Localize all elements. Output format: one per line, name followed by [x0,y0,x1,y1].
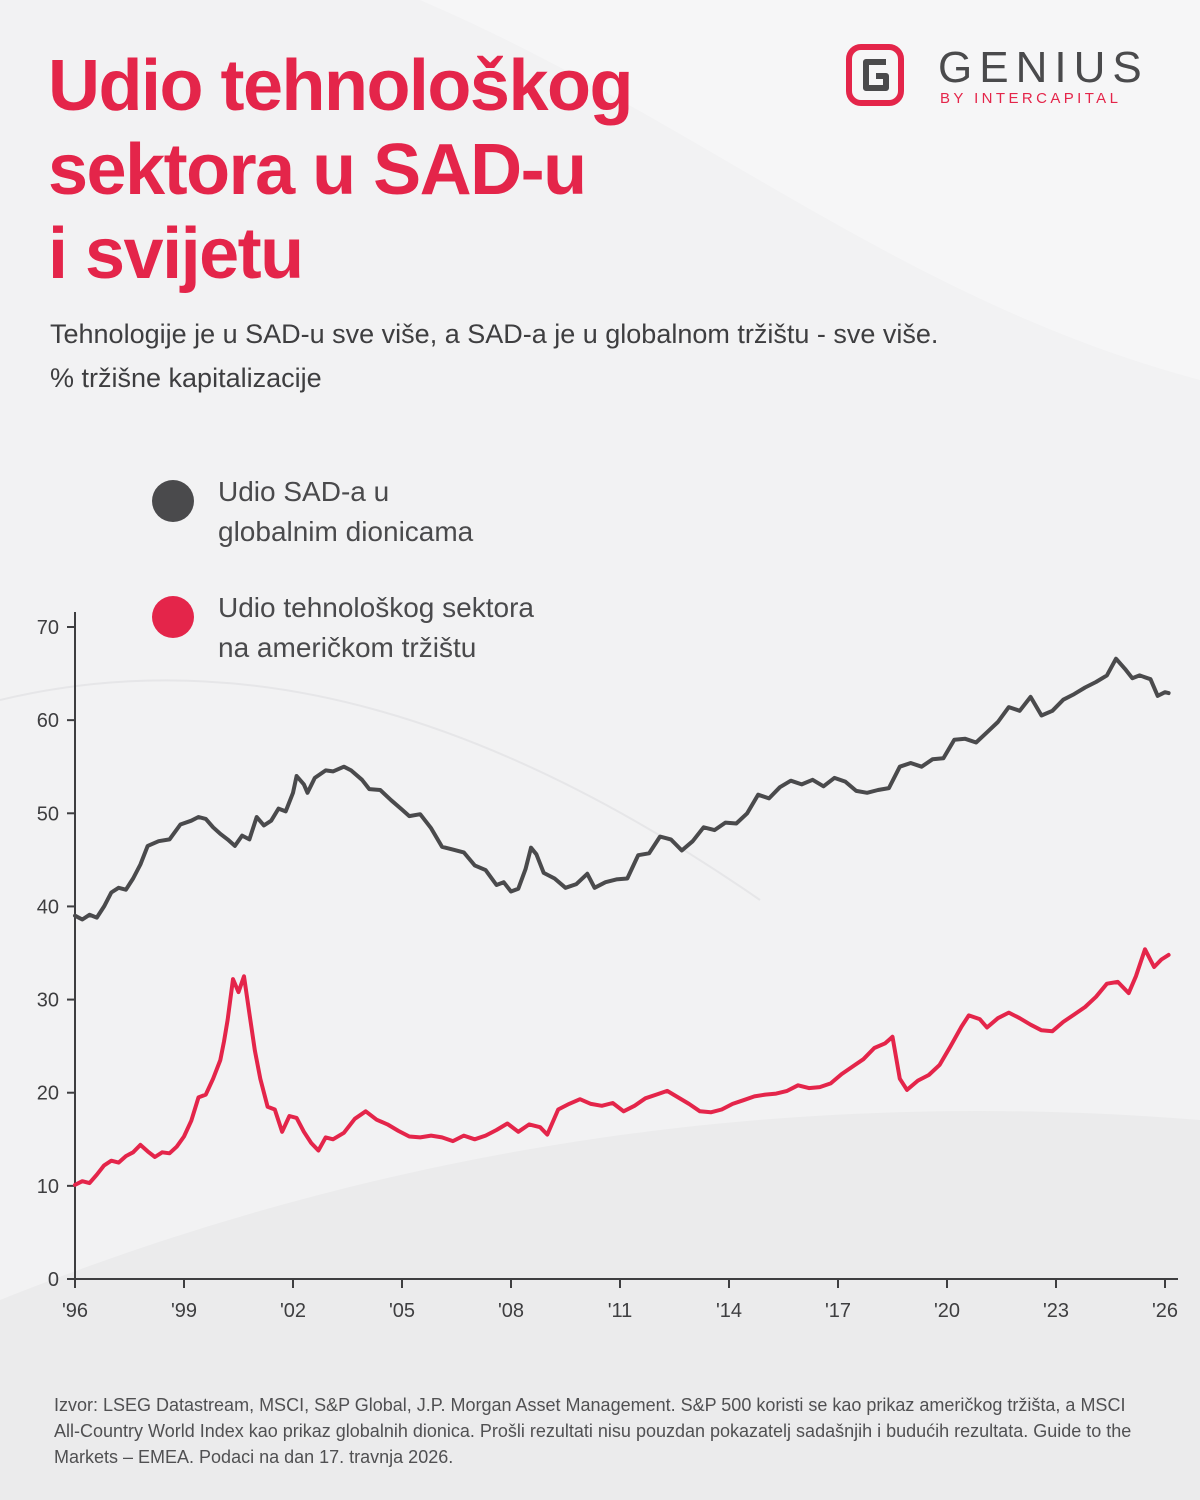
chart-axes: 0 10 20 30 40 50 60 70 '96 '99 '02 '05 '08 '11 '14 '17 '… [37,612,1178,1320]
unit-label: % tržišne kapitalizacije [50,363,322,393]
x-tick-label: '05 [389,1300,415,1320]
brand-name: GENIUS [938,43,1149,92]
y-tick-label: 30 [37,990,59,1012]
subtitle-block: Tehnologije je u SAD-u sve više, a SAD-a… [50,312,938,400]
legend-label-line: globalnim dionicama [218,516,474,547]
y-tick-label: 50 [37,803,59,825]
line-chart: 0 10 20 30 40 50 60 70 '96 '99 '02 '05 '08 '11 '14 '17 '… [37,612,1178,1320]
page-title: Udio tehnološkog sektora u SAD-u i svije… [48,44,633,296]
legend-label-tech-share: Udio tehnološkog sektora na američkom tr… [218,588,534,668]
x-tick-label: '14 [716,1300,742,1320]
legend-label-line: Udio tehnološkog sektora [218,592,534,623]
x-tick-label: '02 [280,1300,306,1320]
legend-label-us-share: Udio SAD-a u globalnim dionicama [218,472,473,552]
x-tick-label: '23 [1043,1300,1069,1320]
x-tick-label: '96 [62,1300,88,1320]
title-line-1: Udio tehnološkog [48,46,633,126]
legend-label-line: na američkom tržištu [218,632,477,663]
title-line-2: sektora u SAD-u [48,130,587,210]
brand-tagline: BY INTERCAPITAL [940,90,1122,107]
x-tick-label: '08 [498,1300,524,1320]
source-footnote: Izvor: LSEG Datastream, MSCI, S&P Global… [54,1395,1132,1467]
y-tick-label: 10 [37,1176,59,1198]
y-tick-label: 70 [37,617,59,639]
x-tick-label: '11 [608,1300,633,1320]
x-tick-label: '26 [1152,1300,1178,1320]
y-tick-label: 20 [37,1083,59,1105]
legend-dot-us-share [152,480,194,522]
x-tick-label: '17 [825,1300,851,1320]
chart-series [73,656,1171,1187]
brand-logo: GENIUS BY INTERCAPITAL [846,44,1166,110]
y-tick-label: 0 [48,1269,59,1291]
title-line-3: i svijetu [48,214,304,294]
legend-label-line: Udio SAD-a u [218,476,390,507]
series-line-tech-share [73,947,1171,1187]
genius-g-logo-icon [846,44,904,106]
y-tick-label: 60 [37,710,59,732]
y-tick-label: 40 [37,896,59,918]
series-line-us-share [73,656,1171,922]
subtitle: Tehnologije je u SAD-u sve više, a SAD-a… [50,319,939,349]
x-tick-label: '20 [934,1300,960,1320]
x-tick-label: '99 [171,1300,197,1320]
legend-dot-tech-share [152,596,194,638]
